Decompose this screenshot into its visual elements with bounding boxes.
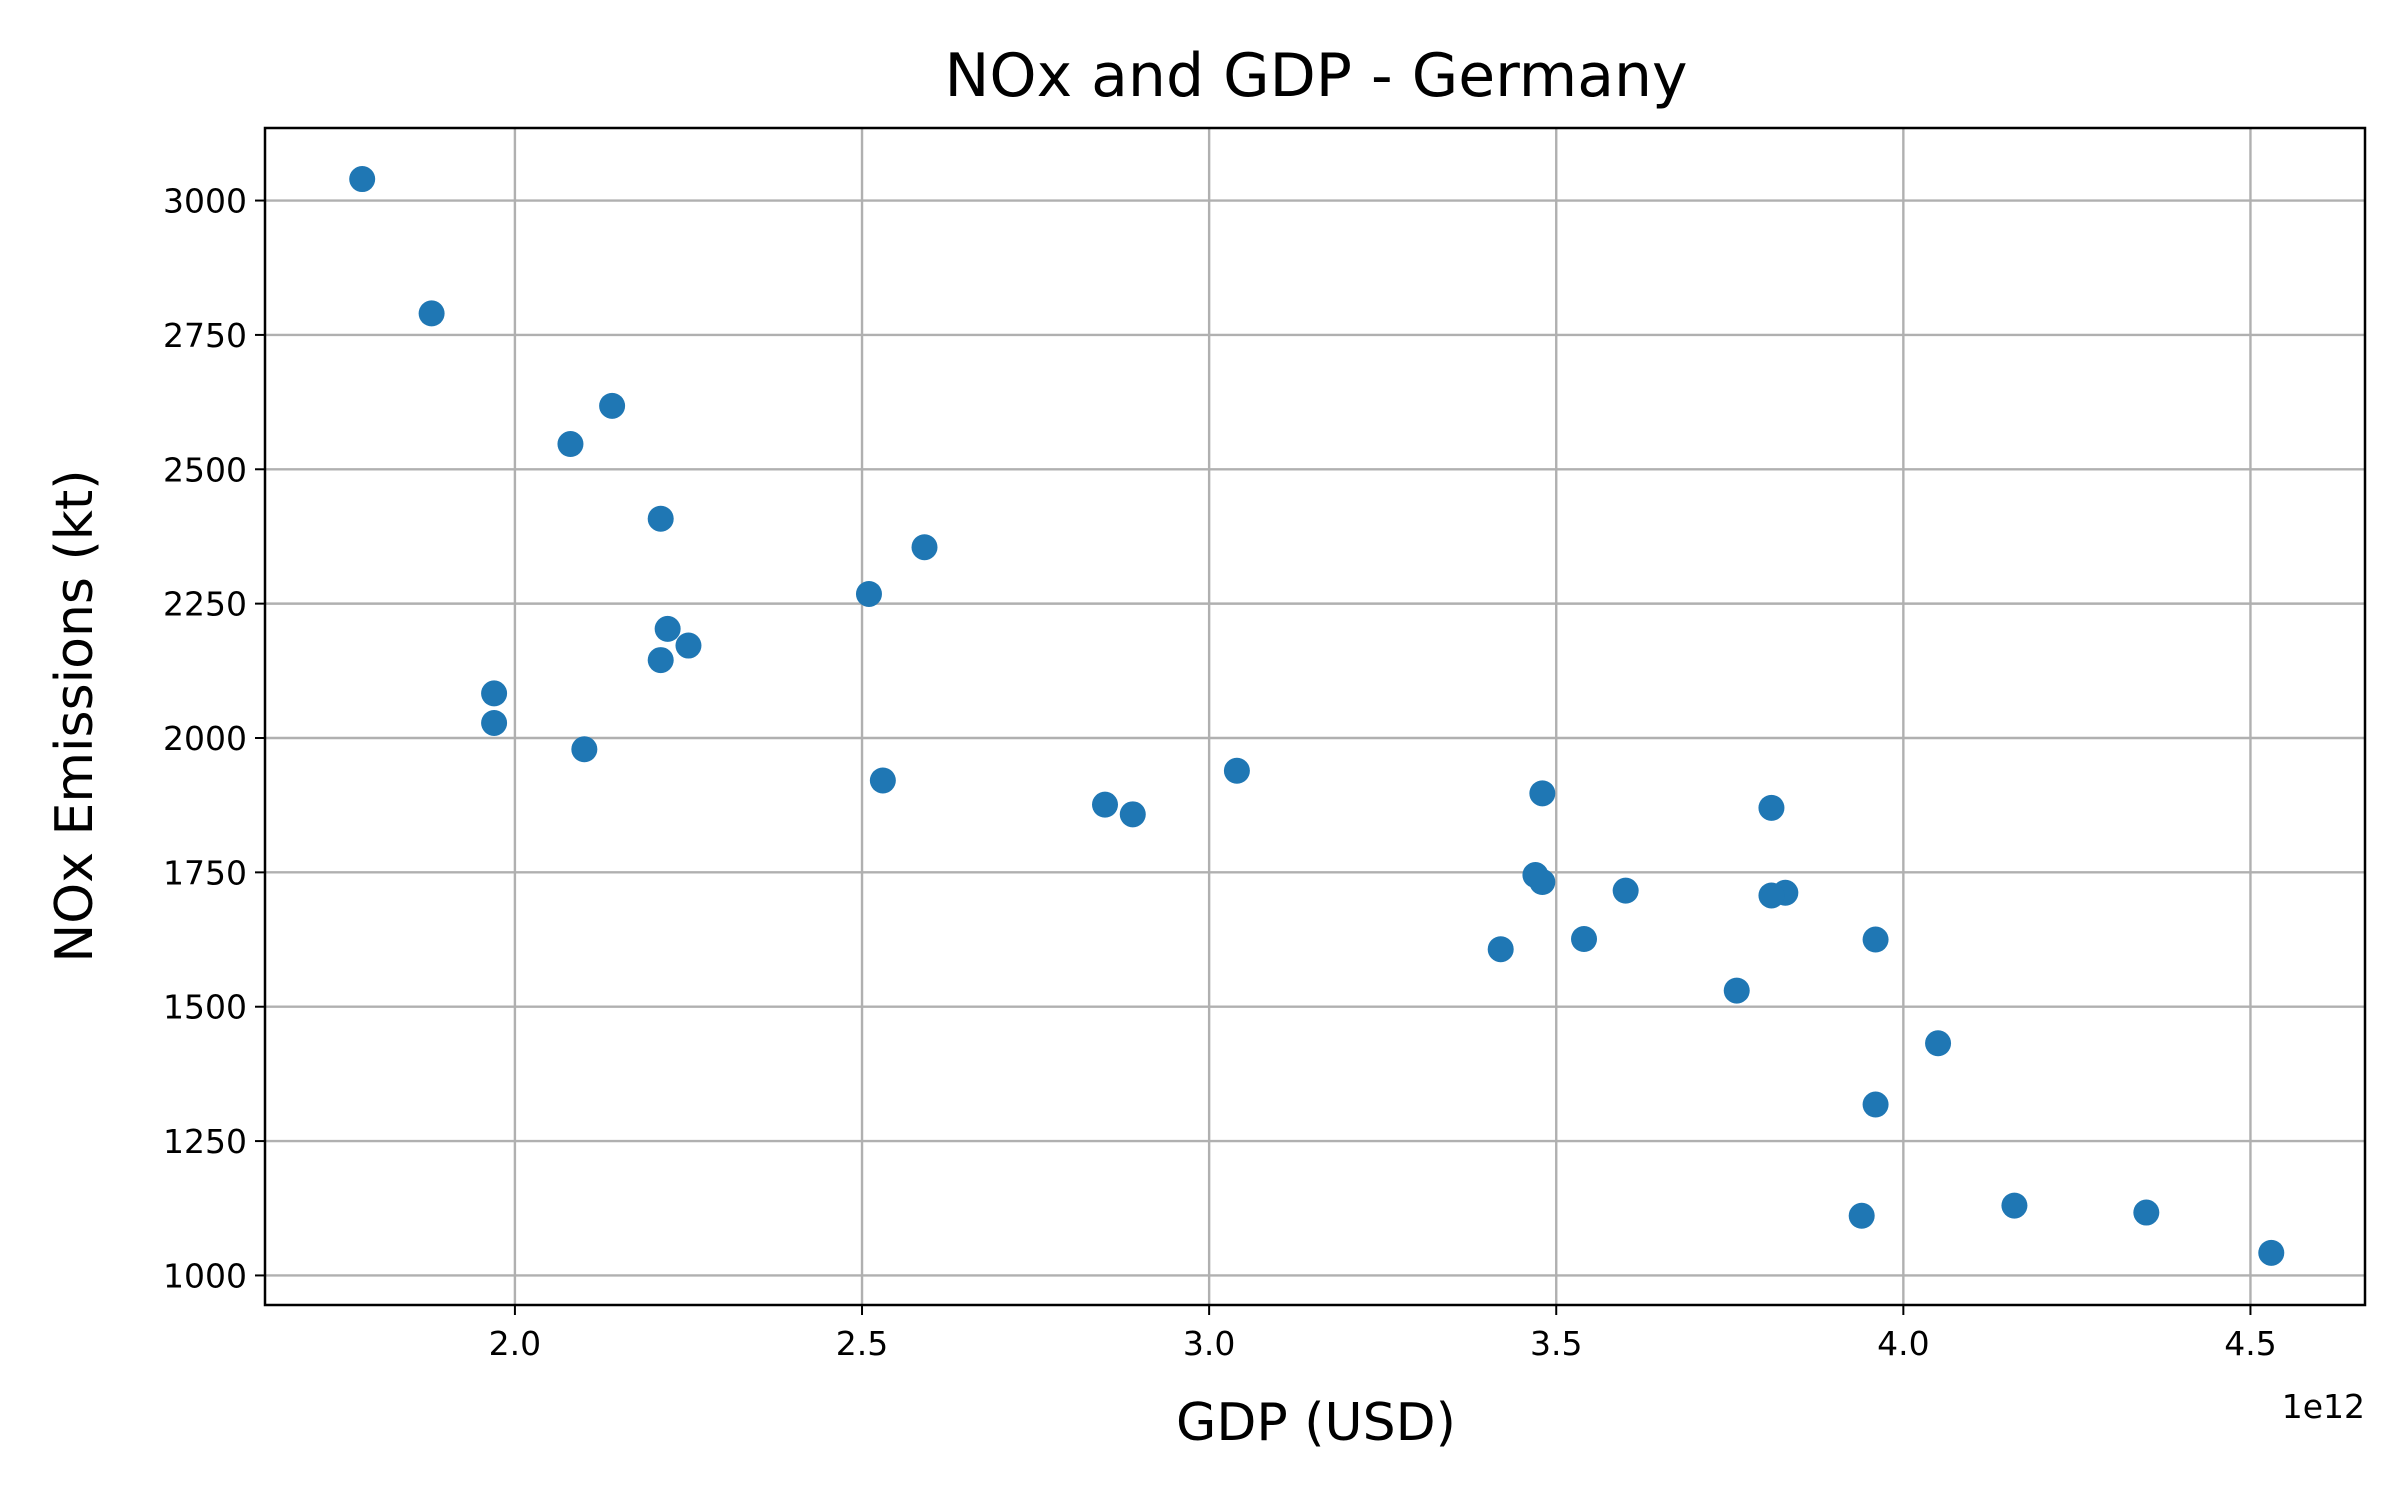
x-tick-label: 3.0	[1183, 1324, 1235, 1363]
y-tick-label: 1000	[163, 1256, 247, 1295]
y-tick-label: 1250	[163, 1122, 247, 1161]
tick-layer: 2.0 2.5 3.0 3.5 4.0 4.5 1000 1250 1500 1750 2000 22…	[163, 182, 2277, 1363]
scatter-point	[647, 505, 674, 532]
y-tick-label: 1500	[163, 988, 247, 1027]
scatter-point	[1612, 877, 1639, 904]
scatter-point	[1571, 926, 1598, 953]
y-tick-label: 2000	[163, 719, 247, 758]
y-axis-label: NOx Emissions (kt)	[45, 469, 105, 962]
scatter-point	[911, 534, 938, 561]
x-tick-label: 2.5	[836, 1324, 888, 1363]
y-tick-label: 2250	[163, 585, 247, 624]
scatter-point	[675, 632, 702, 659]
scatter-point	[2258, 1239, 2285, 1266]
scatter-point	[1529, 869, 1556, 896]
y-tick-label: 2750	[163, 316, 247, 355]
scatter-point	[2133, 1199, 2160, 1226]
scatter-point	[418, 300, 445, 327]
x-axis-offset-label: 1e12	[2282, 1387, 2365, 1426]
scatter-point	[647, 647, 674, 674]
scatter-point	[1848, 1202, 1875, 1229]
y-tick-label: 3000	[163, 182, 247, 221]
points-layer	[349, 166, 2285, 1266]
scatter-point	[1092, 791, 1118, 818]
scatter-point	[1487, 936, 1514, 963]
scatter-point	[869, 767, 896, 794]
scatter-point	[2001, 1192, 2028, 1219]
scatter-point	[654, 615, 681, 642]
chart-title: NOx and GDP - Germany	[944, 41, 1687, 111]
scatter-point	[349, 166, 376, 193]
x-tick-label: 4.5	[2224, 1324, 2276, 1363]
plot-frame	[263, 126, 2367, 1307]
scatter-point	[1223, 757, 1250, 784]
scatter-point	[1862, 926, 1889, 953]
scatter-point	[1862, 1091, 1889, 1118]
scatter-point	[1925, 1030, 1952, 1057]
scatter-point	[1758, 882, 1785, 909]
scatter-point	[1723, 977, 1750, 1004]
x-tick-label: 4.0	[1877, 1324, 1929, 1363]
scatter-point	[855, 580, 882, 607]
x-tick-label: 2.0	[489, 1324, 541, 1363]
scatter-point	[1119, 801, 1146, 828]
scatter-point	[1529, 780, 1556, 807]
x-axis-label: GDP (USD)	[1176, 1393, 1456, 1453]
scatter-point	[599, 392, 626, 419]
y-tick-label: 1750	[163, 853, 247, 892]
y-tick-label: 2500	[163, 450, 247, 489]
scatter-point	[481, 709, 508, 736]
scatter-point	[1758, 794, 1785, 821]
grid-layer	[265, 128, 2365, 1305]
scatter-point	[481, 680, 508, 707]
scatter-point	[571, 736, 598, 763]
x-tick-label: 3.5	[1530, 1324, 1582, 1363]
scatter-point	[557, 431, 584, 458]
